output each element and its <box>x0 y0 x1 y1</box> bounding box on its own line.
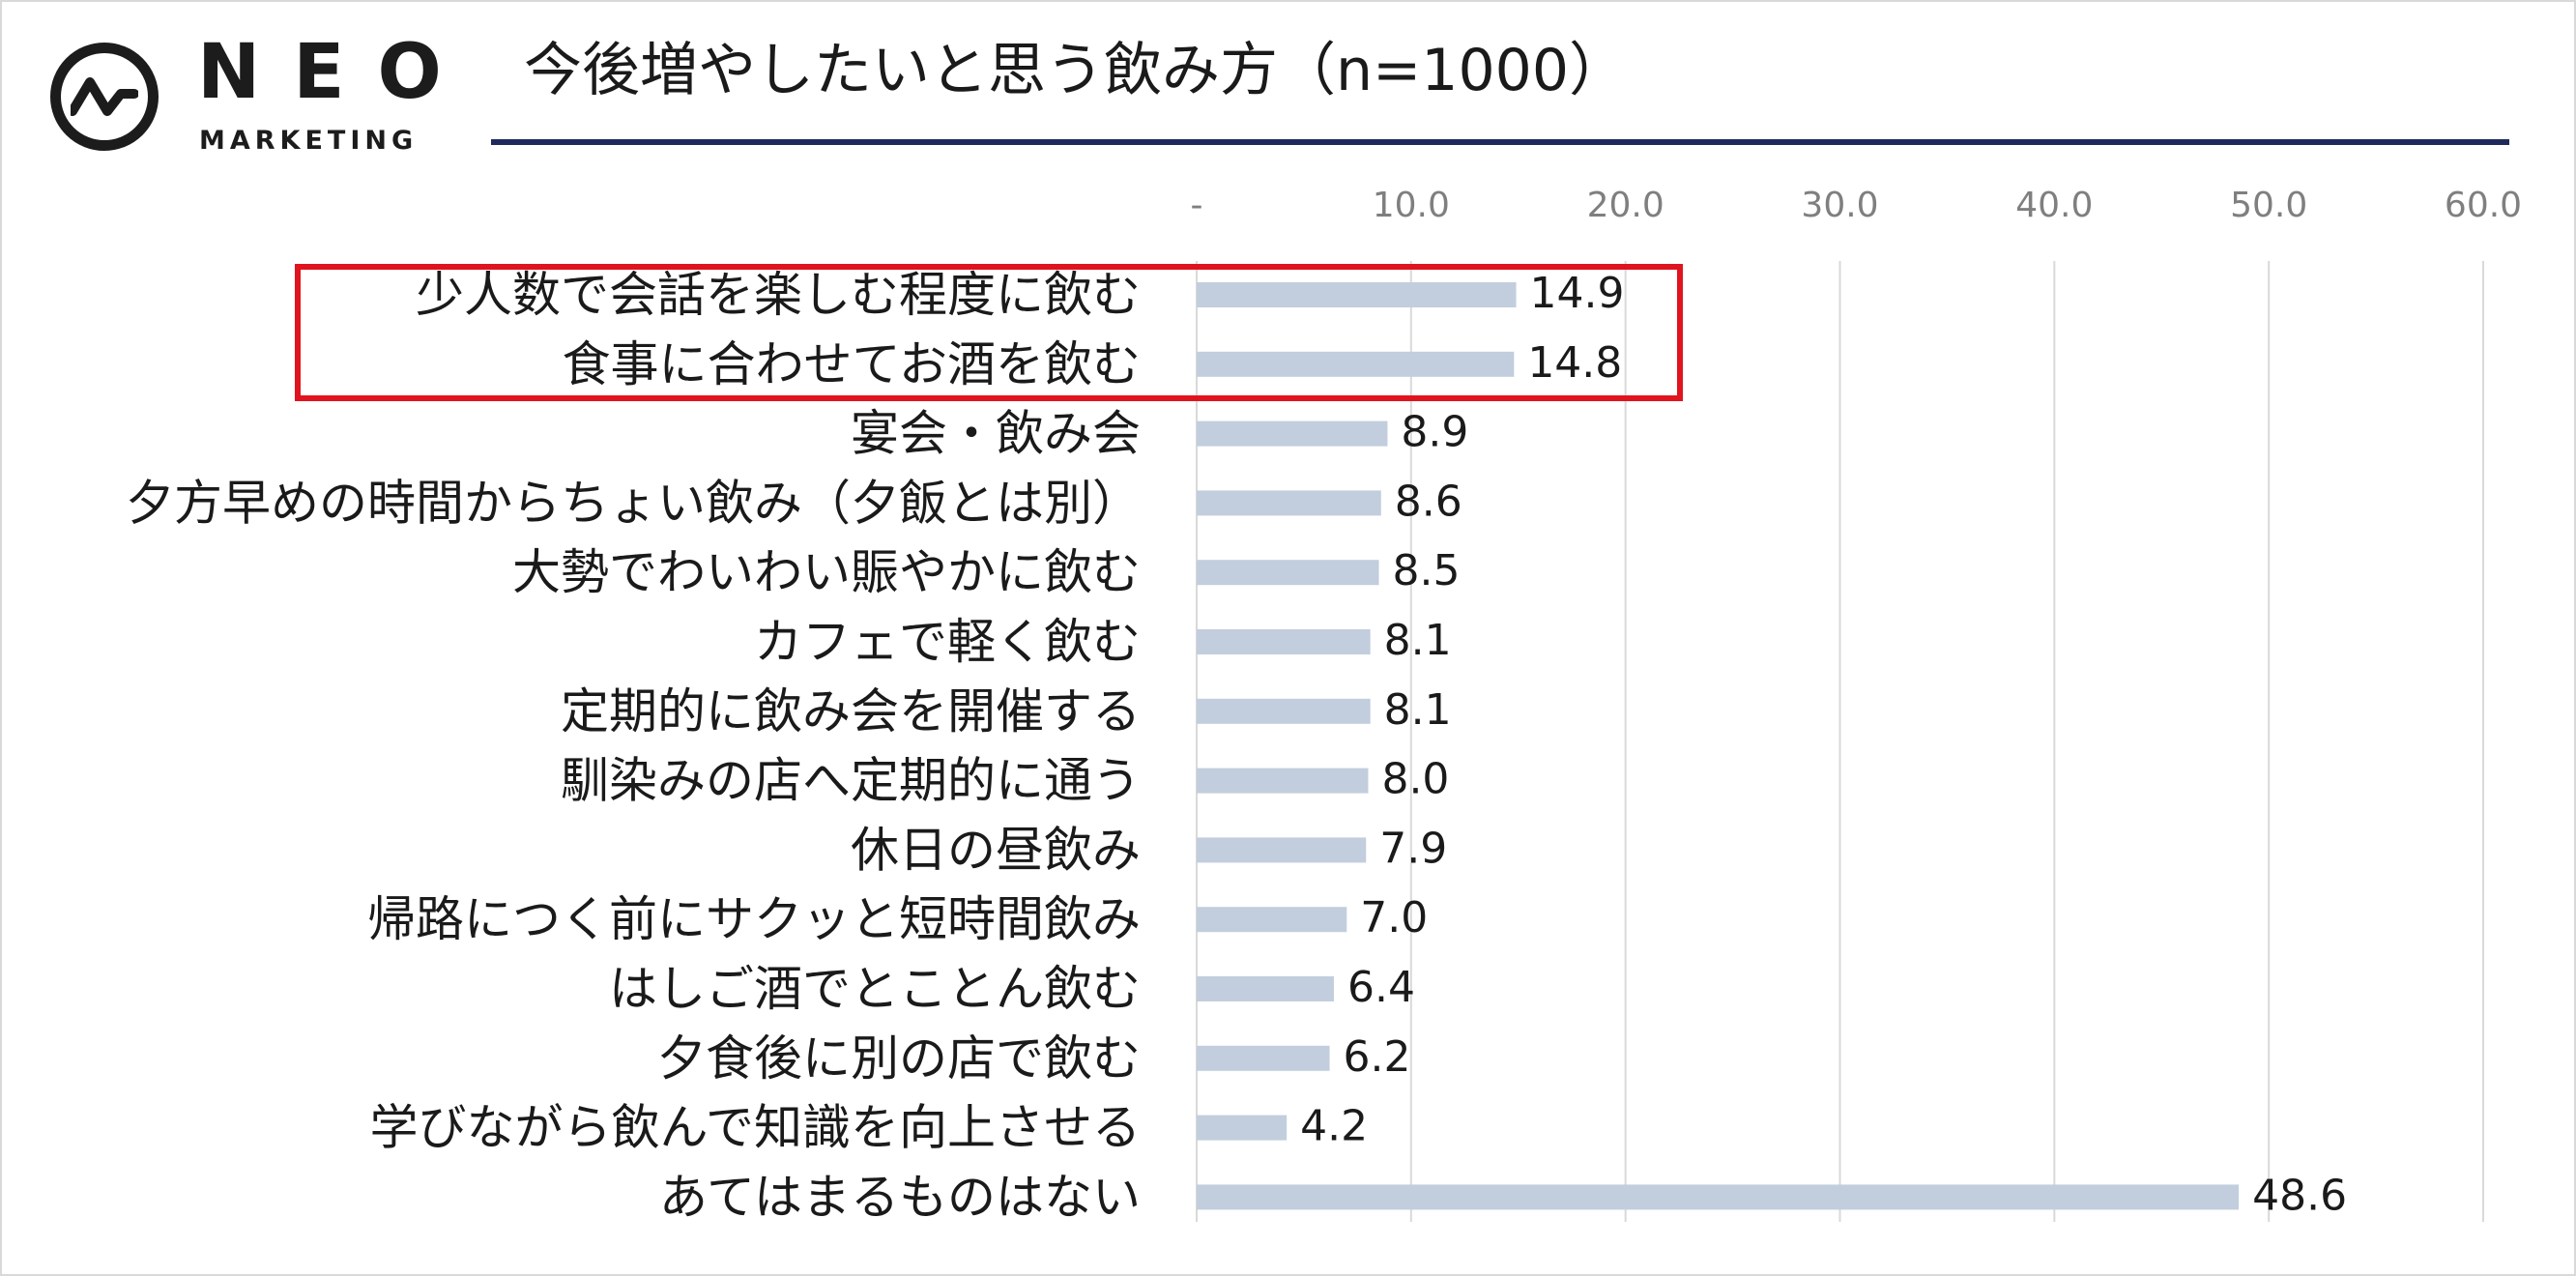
bar <box>1197 1115 1288 1141</box>
x-tick-label: 50.0 <box>2230 186 2307 225</box>
category-label: 夕方早めの時間からちょい飲み（夕飯とは別） <box>126 475 1141 531</box>
category-label: 少人数で会話を楽しむ程度に飲む <box>416 267 1141 323</box>
category-label: カフェで軽く飲む <box>754 614 1141 670</box>
category-label: あてはまるものはない <box>659 1169 1141 1225</box>
x-tick-label: 10.0 <box>1373 186 1450 225</box>
bar <box>1197 837 1367 863</box>
category-label: 食事に合わせてお酒を飲む <box>563 336 1142 392</box>
value-label: 6.2 <box>1344 1032 1411 1082</box>
bar <box>1197 282 1517 307</box>
bar <box>1197 907 1347 933</box>
category-label: 休日の昼飲み <box>851 822 1141 878</box>
logo-wordmark: NEO <box>197 29 475 116</box>
value-label: 8.9 <box>1401 408 1468 457</box>
value-label: 7.0 <box>1360 893 1428 942</box>
x-tick-label: - <box>1191 186 1203 225</box>
bar <box>1197 698 1371 724</box>
value-label: 4.2 <box>1300 1102 1368 1151</box>
bar <box>1197 560 1379 586</box>
neo-marketing-logo: NEO MARKETING <box>44 35 442 162</box>
value-label: 8.5 <box>1393 546 1461 595</box>
value-label: 8.6 <box>1395 477 1462 526</box>
value-label: 7.9 <box>1379 824 1447 873</box>
value-label: 8.1 <box>1384 616 1452 665</box>
highlight-box <box>295 264 1683 401</box>
category-label: 定期的に飲み会を開催する <box>561 683 1141 740</box>
bar <box>1197 1045 1330 1071</box>
category-label: 夕食後に別の店で飲む <box>657 1030 1141 1087</box>
chart-title: 今後増やしたいと思う飲み方（n=1000） <box>524 37 1627 104</box>
bar <box>1197 351 1515 377</box>
value-label: 6.4 <box>1347 963 1415 1012</box>
bar <box>1197 976 1334 1001</box>
category-label: はしご酒でとことん飲む <box>609 961 1141 1017</box>
logo-pulse-icon <box>50 43 159 151</box>
category-label: 宴会・飲み会 <box>851 406 1141 462</box>
value-label: 14.9 <box>1530 269 1625 318</box>
value-label: 8.1 <box>1384 685 1452 735</box>
bar <box>1197 629 1371 654</box>
value-label: 14.8 <box>1527 338 1622 388</box>
category-label: 馴染みの店へ定期的に通う <box>561 753 1141 809</box>
x-tick-label: 40.0 <box>2015 186 2093 225</box>
x-tick-label: 60.0 <box>2445 186 2522 225</box>
bar <box>1197 490 1381 516</box>
value-label: 8.0 <box>1381 755 1449 804</box>
title-underline <box>491 139 2509 145</box>
bar <box>1197 420 1388 447</box>
x-tick-label: 20.0 <box>1587 186 1664 225</box>
category-label: 大勢でわいわい賑やかに飲む <box>512 544 1141 600</box>
x-tick-label: 30.0 <box>1801 186 1878 225</box>
bar <box>1197 1184 2240 1210</box>
bar <box>1197 768 1369 794</box>
category-label: 学びながら飲んで知識を向上させる <box>370 1100 1142 1156</box>
category-label: 帰路につく前にサクッと短時間飲み <box>367 891 1141 947</box>
logo-subtitle: MARKETING <box>199 126 419 156</box>
value-label: 48.6 <box>2252 1171 2347 1220</box>
